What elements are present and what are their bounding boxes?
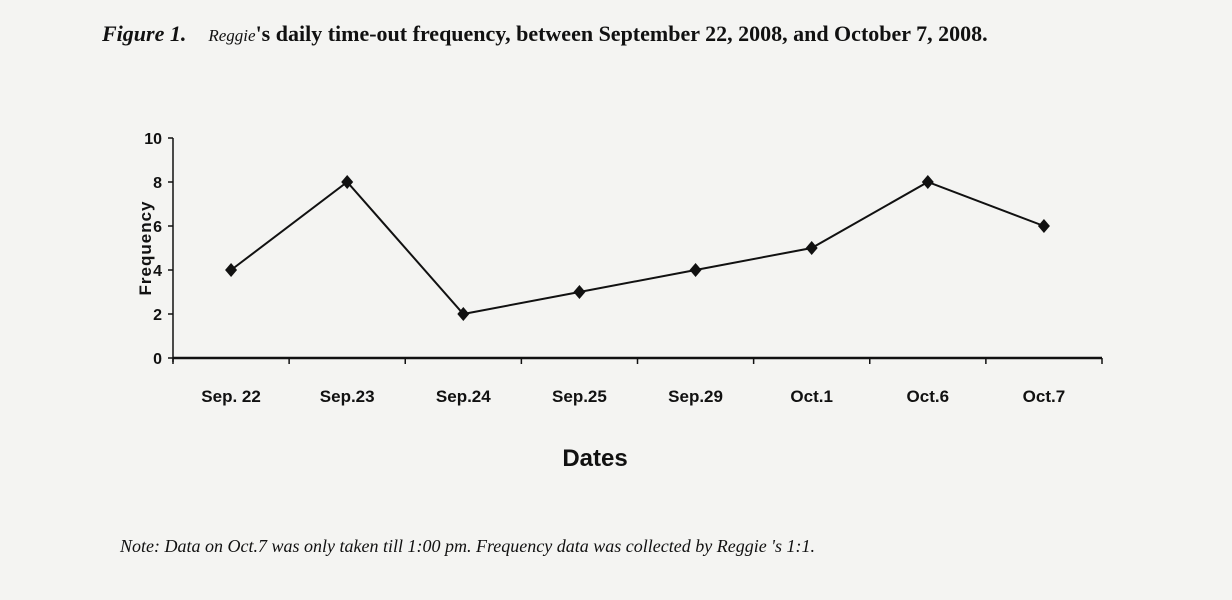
caption-subject: Reggie [208, 26, 256, 45]
figure-caption: Figure 1. Reggie's daily time-out frequen… [102, 20, 1202, 50]
y-tick-label: 2 [153, 307, 162, 324]
x-tick-label: Sep. 22 [201, 387, 261, 406]
data-point [225, 263, 238, 277]
x-tick-label: Sep.23 [320, 387, 375, 406]
y-tick-label: 4 [153, 263, 162, 280]
data-point [921, 175, 934, 189]
data-point [689, 263, 702, 277]
caption-text: 's daily time-out frequency, between Sep… [255, 21, 988, 46]
data-point [1037, 219, 1050, 233]
data-point [805, 241, 818, 255]
series-line [230, 180, 1045, 316]
data-point [341, 175, 354, 189]
y-tick-label: 6 [153, 219, 162, 236]
figure-note: Note: Data on Oct.7 was only taken till … [120, 536, 816, 556]
x-tick-label: Oct.6 [907, 387, 950, 406]
y-tick-label: 10 [144, 131, 162, 148]
x-tick-label: Sep.24 [436, 387, 491, 406]
x-tick-label: Sep.25 [552, 387, 607, 406]
data-point [573, 285, 586, 299]
figure-label: Figure 1. [102, 21, 187, 46]
y-axis-title: Frequency [136, 201, 155, 296]
x-axis-title: Dates [562, 445, 627, 472]
data-point [457, 307, 470, 321]
x-tick-label: Sep.29 [668, 387, 723, 406]
x-tick-label: Oct.7 [1023, 387, 1066, 406]
y-tick-label: 8 [153, 175, 162, 192]
y-tick-label: 0 [153, 351, 162, 368]
x-tick-label: Oct.1 [790, 387, 833, 406]
